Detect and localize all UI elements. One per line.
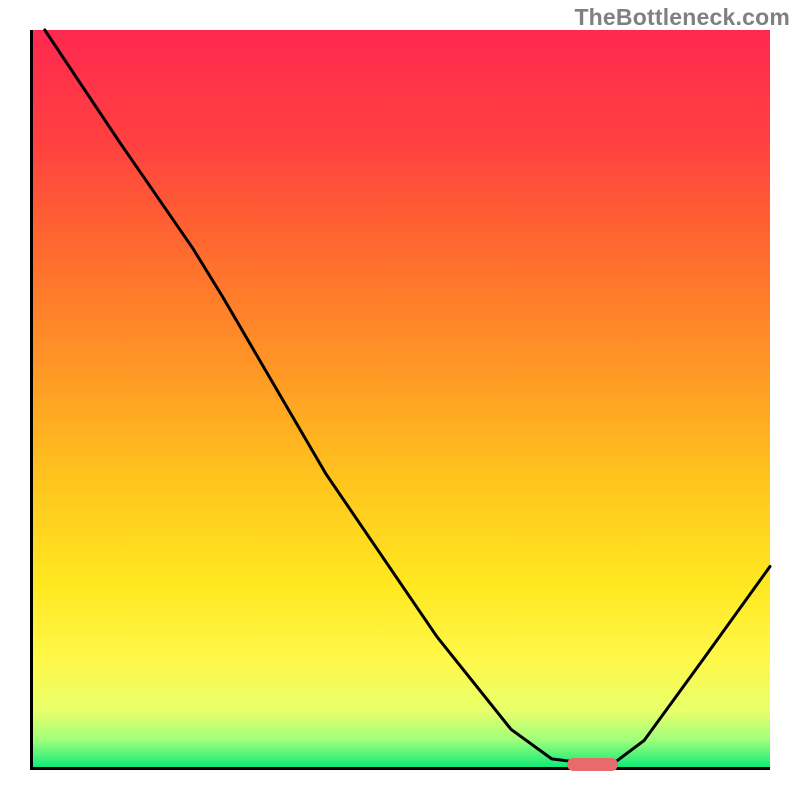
optimal-marker	[567, 758, 619, 771]
chart-plot-area	[30, 30, 770, 770]
bottleneck-curve	[30, 30, 770, 770]
watermark-text: TheBottleneck.com	[574, 4, 790, 31]
